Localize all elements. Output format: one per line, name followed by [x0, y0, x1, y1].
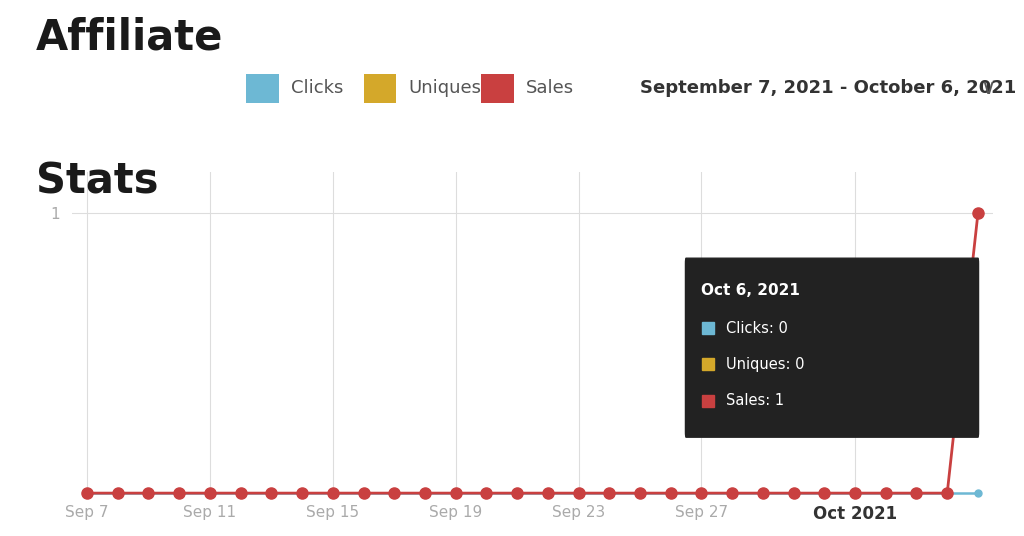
Text: Affiliate: Affiliate [36, 16, 223, 58]
Text: Clicks: 0: Clicks: 0 [726, 321, 787, 336]
FancyBboxPatch shape [685, 258, 979, 437]
Text: Uniques: Uniques [409, 79, 481, 98]
Text: Oct 6, 2021: Oct 6, 2021 [701, 284, 801, 299]
Text: September 7, 2021 - October 6, 2021: September 7, 2021 - October 6, 2021 [640, 79, 1016, 98]
Text: Sales: 1: Sales: 1 [726, 393, 784, 408]
Text: Sales: Sales [526, 79, 574, 98]
Text: Stats: Stats [36, 161, 159, 203]
Text: Uniques: 0: Uniques: 0 [726, 357, 805, 372]
Text: Clicks: Clicks [291, 79, 343, 98]
Text: ∨: ∨ [980, 78, 995, 99]
